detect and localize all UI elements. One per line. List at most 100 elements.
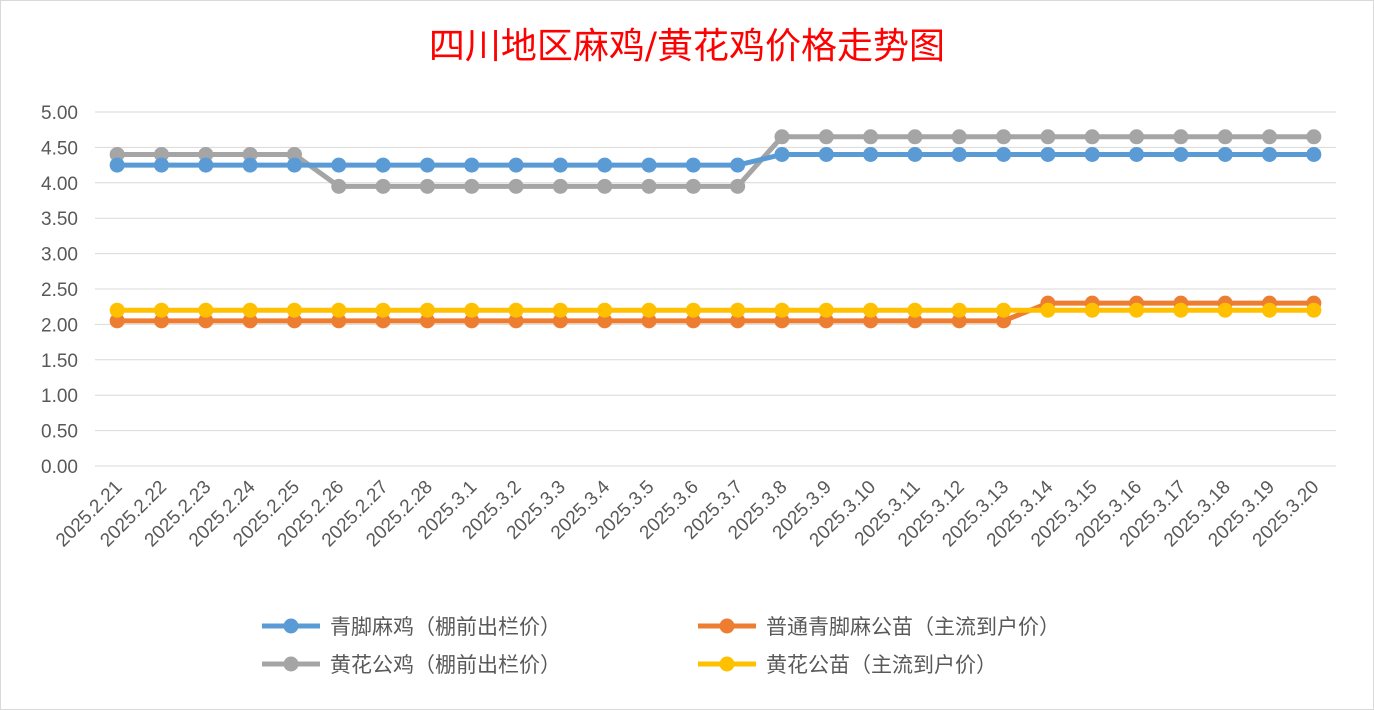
data-point [818, 146, 834, 162]
legend-item[interactable]: 普通青脚麻公苗（主流到户价） [698, 615, 1060, 639]
data-point [198, 146, 214, 162]
data-point [552, 157, 568, 173]
data-point [552, 178, 568, 194]
series-3 [109, 302, 1322, 318]
gridlines [95, 111, 1336, 467]
data-point [1306, 129, 1322, 145]
series-line [117, 300, 1314, 324]
data-point [1129, 129, 1145, 145]
legend-marker [719, 656, 735, 672]
data-point [109, 302, 125, 318]
data-point [774, 129, 790, 145]
series-line [117, 134, 1314, 189]
legend-item[interactable]: 黄花公苗（主流到户价） [698, 653, 997, 677]
data-point [1084, 302, 1100, 318]
data-point [286, 157, 302, 173]
data-point [153, 157, 169, 173]
y-tick-label: 0.00 [41, 457, 78, 478]
data-point [641, 302, 657, 318]
data-point [641, 178, 657, 194]
data-point [907, 313, 923, 329]
data-point [1040, 129, 1056, 145]
y-tick-label: 2.00 [41, 315, 78, 336]
data-point [641, 313, 657, 329]
data-point [951, 129, 967, 145]
data-point [464, 313, 480, 329]
data-point [818, 313, 834, 329]
data-point [153, 146, 169, 162]
data-point [1173, 129, 1189, 145]
data-point [1040, 302, 1056, 318]
data-point [1262, 146, 1278, 162]
data-point [730, 157, 746, 173]
data-point [1262, 302, 1278, 318]
y-axis-tick-labels: 0.00 0.50 1.00 1.50 2.00 2.50 3.00 3.50 4.00 4.50… [41, 103, 78, 478]
legend-marker [283, 656, 299, 672]
data-point [641, 157, 657, 173]
data-point [331, 302, 347, 318]
data-point [996, 146, 1012, 162]
y-tick-label: 1.00 [41, 386, 78, 407]
data-point [153, 313, 169, 329]
y-tick-label: 1.50 [41, 351, 78, 372]
y-tick-label: 4.00 [41, 174, 78, 195]
data-point [996, 313, 1012, 329]
y-tick-label: 2.50 [41, 280, 78, 301]
data-point [685, 302, 701, 318]
data-point [1217, 302, 1233, 318]
data-point [1084, 129, 1100, 145]
legend-item[interactable]: 黄花公鸡（棚前出栏价） [262, 653, 561, 677]
chart-title: 四川地区麻鸡/黄花鸡价格走势图 [429, 26, 945, 67]
y-tick-label: 0.50 [41, 422, 78, 443]
data-point [774, 313, 790, 329]
x-axis-tick-labels: 2025.2.212025.2.222025.2.232025.2.242025… [52, 476, 1323, 551]
data-point [331, 313, 347, 329]
series-layer [109, 129, 1322, 329]
data-point [552, 302, 568, 318]
legend-label: 黄花公鸡（棚前出栏价） [330, 653, 561, 677]
data-point [1262, 129, 1278, 145]
data-point [774, 146, 790, 162]
data-point [730, 313, 746, 329]
data-point [419, 302, 435, 318]
data-point [863, 146, 879, 162]
data-point [286, 302, 302, 318]
data-point [508, 302, 524, 318]
data-point [597, 302, 613, 318]
data-point [996, 302, 1012, 318]
y-tick-label: 3.00 [41, 245, 78, 266]
data-point [419, 178, 435, 194]
data-point [286, 146, 302, 162]
legend-marker [283, 618, 299, 634]
data-point [1040, 146, 1056, 162]
data-point [597, 157, 613, 173]
data-point [951, 302, 967, 318]
data-point [774, 302, 790, 318]
data-point [198, 157, 214, 173]
data-point [1084, 146, 1100, 162]
data-point [1306, 146, 1322, 162]
data-point [508, 313, 524, 329]
legend-label: 青脚麻鸡（棚前出栏价） [330, 615, 561, 639]
y-tick-label: 3.50 [41, 209, 78, 230]
data-point [1173, 146, 1189, 162]
y-tick-label: 4.50 [41, 138, 78, 159]
data-point [1217, 146, 1233, 162]
data-point [951, 313, 967, 329]
data-point [907, 146, 923, 162]
data-point [863, 129, 879, 145]
legend-item[interactable]: 青脚麻鸡（棚前出栏价） [262, 615, 561, 639]
data-point [508, 157, 524, 173]
data-point [730, 302, 746, 318]
data-point [198, 302, 214, 318]
data-point [996, 129, 1012, 145]
series-line [117, 151, 1314, 168]
data-point [419, 313, 435, 329]
data-point [818, 129, 834, 145]
data-point [464, 178, 480, 194]
data-point [419, 157, 435, 173]
data-point [242, 146, 258, 162]
legend: 青脚麻鸡（棚前出栏价） 普通青脚麻公苗（主流到户价） 黄花公鸡（棚前出栏价） 黄花公苗… [262, 615, 1060, 677]
data-point [286, 313, 302, 329]
